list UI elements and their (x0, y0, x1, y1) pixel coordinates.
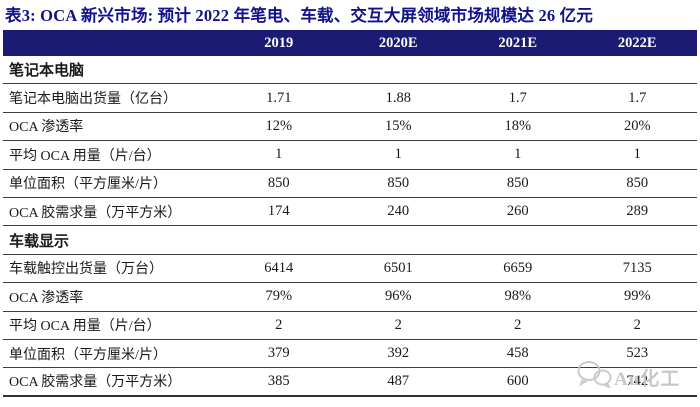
row-label: 单位面积（平方厘米/片） (9, 347, 167, 363)
table-row: 平均 OCA 用量（片/台） 1 1 1 1 (3, 141, 697, 170)
row-label: 单位面积（平方厘米/片） (9, 177, 167, 193)
column-header-2019: 2019 (264, 34, 294, 51)
section-title: 车载显示 (9, 233, 70, 250)
cell-value: 1.88 (385, 89, 411, 106)
cell-value: 98% (504, 288, 532, 305)
cell-value: 99% (623, 288, 651, 305)
cell-value: 850 (267, 174, 290, 191)
table-row: 单位面积（平方厘米/片） 850 850 850 850 (3, 170, 697, 198)
section-title: 笔记本电脑 (9, 63, 85, 80)
cell-value: 1.71 (266, 89, 292, 106)
cell-value: 379 (267, 345, 290, 362)
row-label: OCA 渗透率 (9, 120, 84, 136)
section-header-automotive: 车载显示 (3, 226, 697, 255)
cell-value: 6659 (503, 259, 533, 276)
cell-value: 1 (394, 146, 402, 163)
cell-value: 1 (514, 146, 522, 163)
cell-value: 850 (626, 174, 649, 191)
column-header-2022e: 2022E (617, 34, 657, 51)
cell-value: 6501 (383, 259, 413, 276)
table-row: OCA 渗透率 79% 96% 98% 99% (3, 283, 697, 312)
cell-value: 1 (275, 146, 283, 163)
cell-value: 523 (626, 345, 649, 362)
row-label: OCA 胶需求量（万平方米） (9, 375, 182, 391)
row-label: 平均 OCA 用量（片/台） (9, 319, 161, 335)
table-row: 单位面积（平方厘米/片） 379 392 458 523 (3, 340, 697, 369)
cell-value: 174 (267, 203, 290, 220)
cell-value: 6414 (264, 259, 294, 276)
table-row: OCA 胶需求量（万平方米） 385 487 600 742 (3, 368, 697, 397)
cell-value: 20% (623, 117, 651, 134)
row-label: OCA 渗透率 (9, 290, 84, 306)
table-row: 笔记本电脑出货量（亿台） 1.71 1.88 1.7 1.7 (3, 84, 697, 113)
cell-value: 850 (387, 174, 410, 191)
table-title: 表3: OCA 新兴市场: 预计 2022 年笔电、车载、交互大屏领域市场规模达… (5, 6, 594, 25)
table-row: 平均 OCA 用量（片/台） 2 2 2 2 (3, 312, 697, 340)
cell-value: 1.7 (508, 89, 527, 106)
table-row: OCA 胶需求量（万平方米） 174 240 260 289 (3, 198, 697, 227)
data-table: 2019 2020E 2021E 2022E 笔记本电脑 笔记本电脑出货量（亿台… (3, 30, 697, 397)
cell-value: 2 (394, 316, 402, 333)
cell-value: 385 (267, 372, 290, 389)
cell-value: 2 (633, 316, 641, 333)
row-label: OCA 胶需求量（万平方米） (9, 205, 182, 221)
column-header-2020e: 2020E (378, 34, 418, 51)
table-row: OCA 渗透率 12% 15% 18% 20% (3, 113, 697, 142)
cell-value: 96% (384, 288, 412, 305)
row-label: 笔记本电脑出货量（亿台） (9, 92, 177, 108)
cell-value: 1.7 (628, 89, 647, 106)
cell-value: 18% (504, 117, 532, 134)
cell-value: 289 (626, 203, 649, 220)
cell-value: 7135 (622, 259, 652, 276)
cell-value: 15% (384, 117, 412, 134)
cell-value: 742 (626, 372, 649, 389)
row-label: 平均 OCA 用量（片/台） (9, 148, 161, 164)
cell-value: 1 (633, 146, 641, 163)
cell-value: 392 (387, 345, 410, 362)
cell-value: 260 (506, 203, 529, 220)
cell-value: 2 (275, 316, 283, 333)
column-header-2021e: 2021E (498, 34, 538, 51)
section-header-notebook: 笔记本电脑 (3, 56, 697, 85)
cell-value: 458 (506, 345, 529, 362)
cell-value: 79% (265, 288, 293, 305)
table-row: 车载触控出货量（万台） 6414 6501 6659 7135 (3, 255, 697, 284)
cell-value: 600 (506, 372, 529, 389)
table-header-row: 2019 2020E 2021E 2022E (3, 30, 697, 56)
cell-value: 487 (387, 372, 410, 389)
cell-value: 850 (506, 174, 529, 191)
cell-value: 2 (514, 316, 522, 333)
cell-value: 12% (265, 117, 293, 134)
row-label: 车载触控出货量（万台） (9, 262, 163, 278)
cell-value: 240 (387, 203, 410, 220)
